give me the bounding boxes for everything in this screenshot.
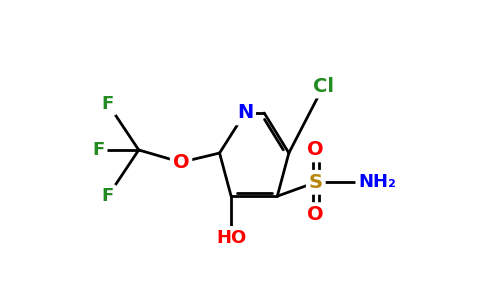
Text: O: O	[307, 205, 324, 224]
Text: N: N	[237, 103, 253, 122]
Text: NH₂: NH₂	[358, 173, 396, 191]
Text: HO: HO	[216, 229, 246, 247]
Text: F: F	[102, 95, 114, 113]
Text: Cl: Cl	[313, 76, 334, 95]
Text: F: F	[92, 141, 105, 159]
Text: S: S	[309, 173, 323, 192]
Text: F: F	[102, 187, 114, 205]
Text: O: O	[307, 140, 324, 160]
Text: O: O	[173, 153, 189, 172]
